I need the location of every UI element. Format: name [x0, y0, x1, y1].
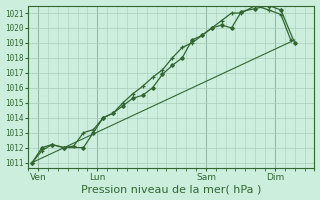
- X-axis label: Pression niveau de la mer( hPa ): Pression niveau de la mer( hPa ): [81, 184, 261, 194]
